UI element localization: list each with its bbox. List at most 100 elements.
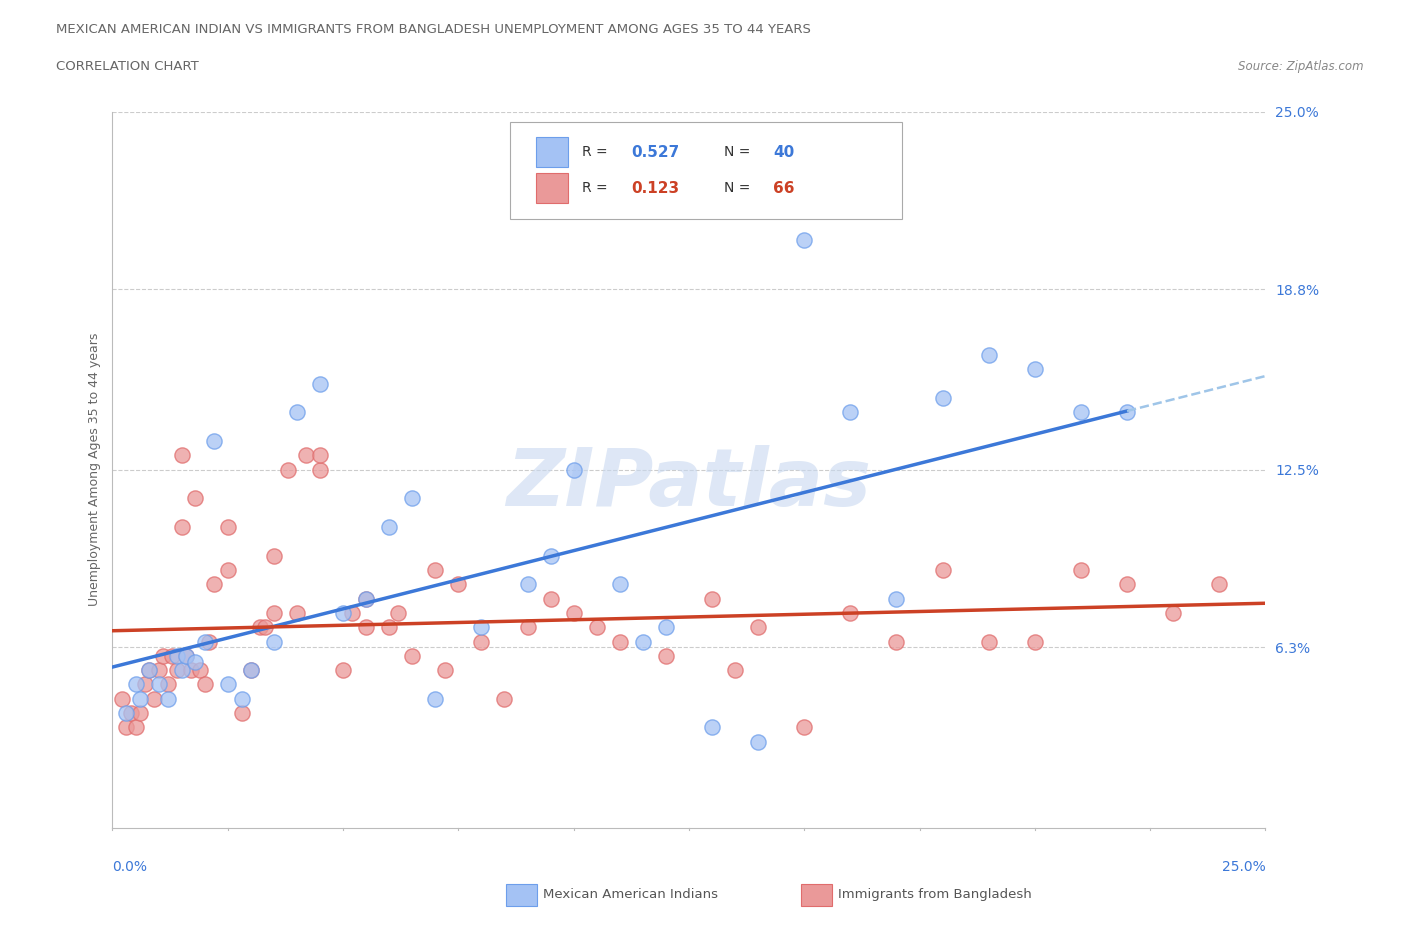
Point bbox=[700, 720, 723, 735]
Point bbox=[231, 706, 253, 721]
Point bbox=[138, 663, 160, 678]
Point bbox=[562, 462, 585, 477]
Point bbox=[631, 634, 654, 649]
Point bbox=[143, 691, 166, 706]
Point bbox=[309, 462, 332, 477]
Point bbox=[152, 648, 174, 663]
Point bbox=[747, 619, 769, 634]
Text: 0.123: 0.123 bbox=[631, 180, 679, 195]
Point bbox=[180, 663, 202, 678]
Point bbox=[609, 577, 631, 591]
Point bbox=[516, 577, 538, 591]
Point bbox=[148, 663, 170, 678]
Text: 66: 66 bbox=[773, 180, 794, 195]
Point bbox=[585, 619, 607, 634]
Text: ZIPatlas: ZIPatlas bbox=[506, 445, 872, 523]
Point bbox=[354, 619, 377, 634]
Point bbox=[378, 619, 401, 634]
Point bbox=[1116, 577, 1139, 591]
Text: Source: ZipAtlas.com: Source: ZipAtlas.com bbox=[1239, 60, 1364, 73]
Point bbox=[170, 663, 193, 678]
Point bbox=[184, 654, 207, 669]
Point bbox=[401, 491, 423, 506]
Point bbox=[309, 377, 332, 392]
Point bbox=[1070, 405, 1092, 419]
Point bbox=[1024, 634, 1046, 649]
Point bbox=[285, 405, 308, 419]
Text: Immigrants from Bangladesh: Immigrants from Bangladesh bbox=[838, 888, 1032, 901]
Text: 0.527: 0.527 bbox=[631, 145, 679, 160]
Point bbox=[470, 619, 492, 634]
Point bbox=[148, 677, 170, 692]
Point bbox=[124, 720, 146, 735]
Point bbox=[184, 491, 207, 506]
Point bbox=[174, 648, 197, 663]
Point bbox=[931, 391, 953, 405]
Point bbox=[387, 605, 409, 620]
Point bbox=[277, 462, 299, 477]
Point bbox=[162, 648, 184, 663]
Point bbox=[138, 663, 160, 678]
Point bbox=[886, 591, 908, 606]
Point bbox=[562, 605, 585, 620]
Point bbox=[378, 520, 401, 535]
Point bbox=[655, 648, 678, 663]
Point bbox=[540, 548, 562, 563]
Bar bbox=[536, 138, 568, 167]
Point bbox=[263, 634, 285, 649]
Point bbox=[332, 663, 354, 678]
Point bbox=[977, 634, 1000, 649]
Point bbox=[700, 591, 723, 606]
Point bbox=[724, 663, 747, 678]
Point bbox=[202, 433, 225, 448]
Point bbox=[295, 448, 318, 463]
Point bbox=[115, 720, 138, 735]
Text: N =: N = bbox=[724, 145, 754, 159]
Point bbox=[170, 520, 193, 535]
Point bbox=[401, 648, 423, 663]
Point bbox=[124, 677, 146, 692]
Point bbox=[129, 691, 152, 706]
Point bbox=[239, 663, 262, 678]
Point bbox=[111, 691, 134, 706]
Point bbox=[263, 605, 285, 620]
Point bbox=[332, 605, 354, 620]
Point bbox=[1024, 362, 1046, 377]
Point bbox=[839, 605, 862, 620]
Text: 40: 40 bbox=[773, 145, 794, 160]
Point bbox=[494, 691, 516, 706]
Point bbox=[931, 563, 953, 578]
Point bbox=[1208, 577, 1230, 591]
Bar bbox=[536, 173, 568, 204]
Point bbox=[170, 448, 193, 463]
Point bbox=[516, 619, 538, 634]
Point bbox=[166, 648, 188, 663]
Point bbox=[174, 648, 197, 663]
Text: Mexican American Indians: Mexican American Indians bbox=[543, 888, 717, 901]
Point bbox=[354, 591, 377, 606]
Point bbox=[217, 563, 239, 578]
Point bbox=[129, 706, 152, 721]
Point bbox=[156, 677, 179, 692]
Point bbox=[263, 548, 285, 563]
Text: MEXICAN AMERICAN INDIAN VS IMMIGRANTS FROM BANGLADESH UNEMPLOYMENT AMONG AGES 35: MEXICAN AMERICAN INDIAN VS IMMIGRANTS FR… bbox=[56, 23, 811, 36]
Text: 25.0%: 25.0% bbox=[1222, 860, 1265, 874]
Point bbox=[309, 448, 332, 463]
Point bbox=[217, 677, 239, 692]
Point bbox=[793, 720, 815, 735]
Point bbox=[447, 577, 470, 591]
Point bbox=[194, 634, 217, 649]
Point bbox=[977, 348, 1000, 363]
Point bbox=[425, 691, 447, 706]
Point bbox=[1161, 605, 1184, 620]
Point bbox=[156, 691, 179, 706]
Text: R =: R = bbox=[582, 181, 612, 195]
Point bbox=[217, 520, 239, 535]
Point bbox=[194, 677, 217, 692]
Point bbox=[354, 591, 377, 606]
Point bbox=[342, 605, 364, 620]
FancyBboxPatch shape bbox=[510, 123, 903, 219]
Text: R =: R = bbox=[582, 145, 612, 159]
Point bbox=[747, 735, 769, 750]
Point bbox=[433, 663, 456, 678]
